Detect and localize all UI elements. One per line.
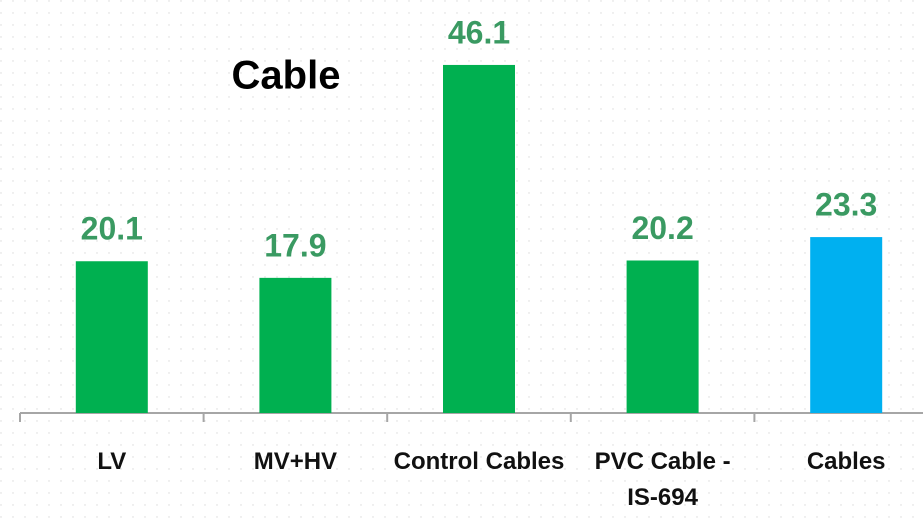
x-tick-label: Cables <box>806 448 886 475</box>
bar <box>75 261 148 413</box>
bar <box>626 260 699 413</box>
x-tick-label: Control Cables <box>393 448 565 475</box>
bar <box>443 64 515 413</box>
value-label: 46.1 <box>448 14 510 50</box>
chart-title: Cable <box>232 54 341 98</box>
value-label: 23.3 <box>815 187 877 223</box>
bar <box>810 237 883 413</box>
value-label: 20.1 <box>81 211 143 247</box>
x-tick-label: LV <box>97 448 127 475</box>
value-label: 17.9 <box>264 227 326 263</box>
bar <box>259 277 332 413</box>
value-label: 20.2 <box>631 210 693 246</box>
x-tick-label: PVC Cable - IS-694 <box>594 448 731 511</box>
x-tick-label: MV+HV <box>253 448 338 475</box>
